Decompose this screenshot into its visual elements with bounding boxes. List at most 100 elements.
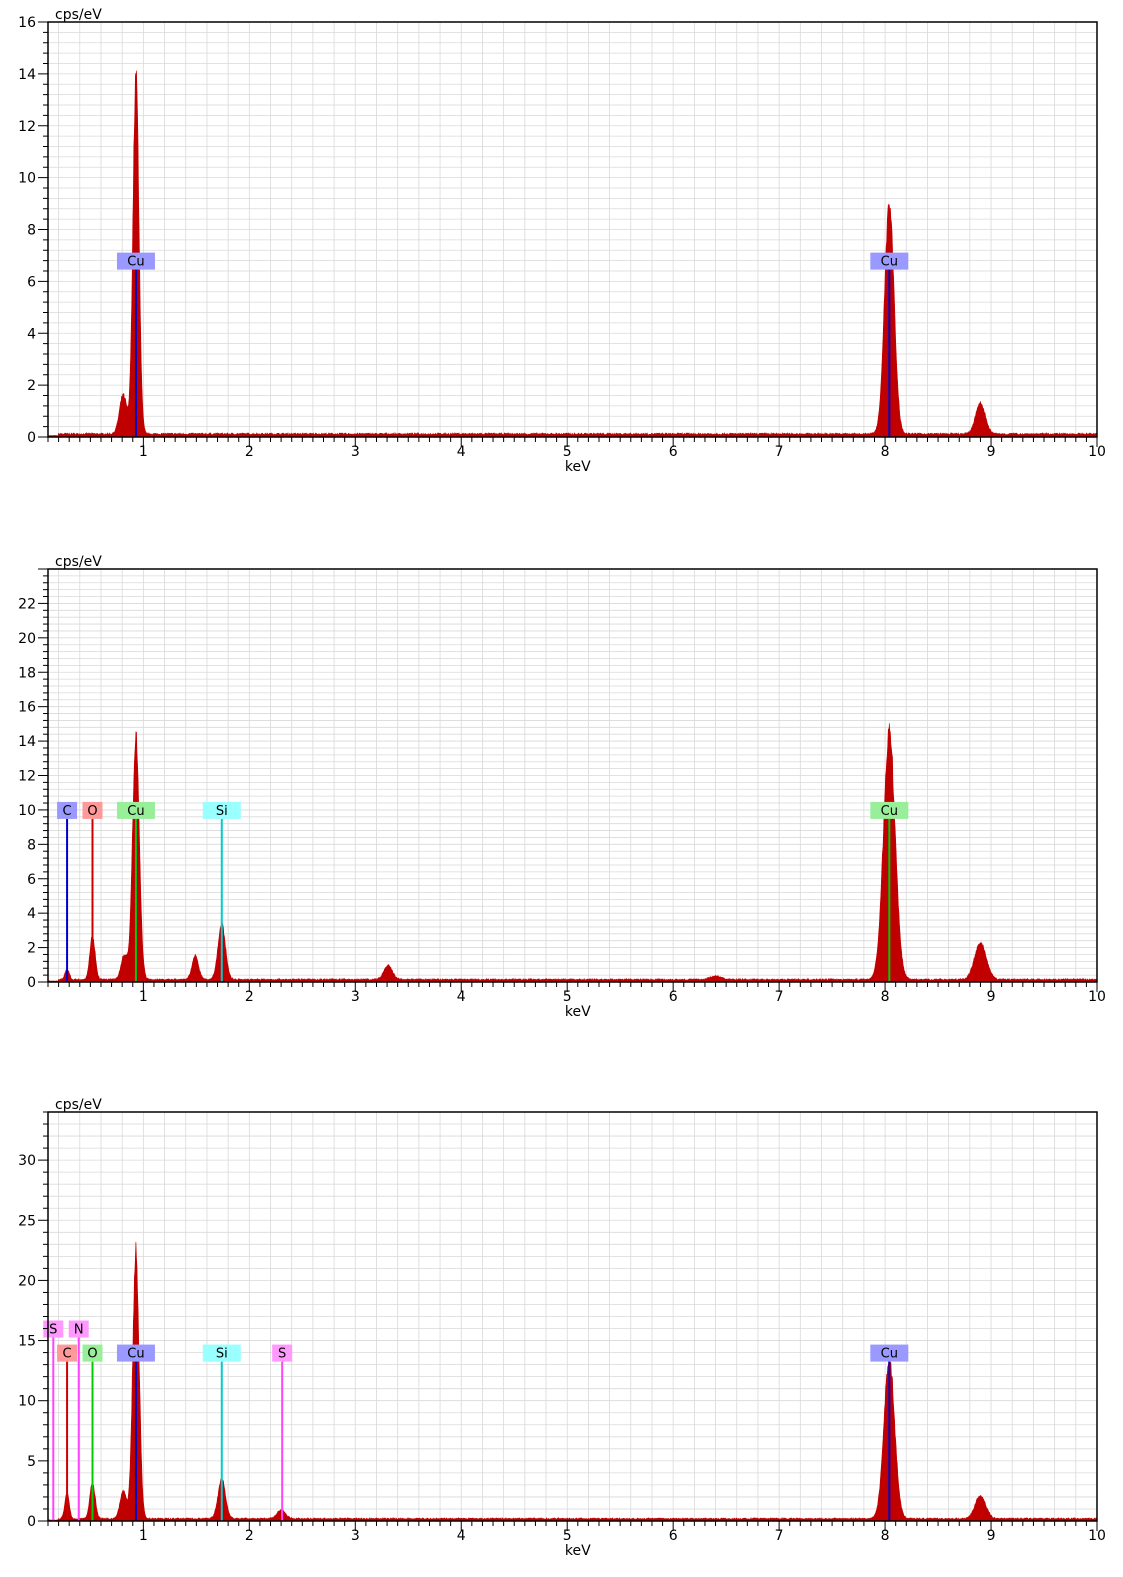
element-label: C bbox=[63, 804, 72, 819]
element-label: Si bbox=[216, 1347, 228, 1362]
y-tick-label: 6 bbox=[27, 872, 36, 888]
spectrum-area bbox=[47, 1241, 1098, 1522]
grid bbox=[48, 1112, 1097, 1521]
element-label: S bbox=[49, 1323, 57, 1338]
element-label: C bbox=[63, 1347, 72, 1362]
x-tick-label: 3 bbox=[351, 1528, 360, 1544]
x-tick-label: 6 bbox=[669, 989, 678, 1005]
x-tick-label: 10 bbox=[1088, 989, 1106, 1005]
x-axis-label: keV bbox=[565, 459, 591, 475]
element-label-bg bbox=[57, 801, 78, 819]
y-axis-label: cps/eV bbox=[55, 554, 102, 570]
x-tick-label: 2 bbox=[245, 444, 254, 460]
element-label-bg bbox=[272, 1344, 293, 1362]
x-tick-label: 5 bbox=[563, 989, 572, 1005]
x-tick-label: 4 bbox=[457, 444, 466, 460]
x-tick-label: 8 bbox=[881, 1528, 890, 1544]
element-label-bg bbox=[870, 1344, 909, 1362]
x-tick-label: 1 bbox=[139, 444, 148, 460]
x-tick-label: 6 bbox=[669, 1528, 678, 1544]
x-tick-label: 8 bbox=[881, 444, 890, 460]
element-label: N bbox=[74, 1323, 84, 1338]
x-tick-label: 8 bbox=[881, 989, 890, 1005]
y-tick-label: 10 bbox=[18, 1394, 36, 1410]
y-tick-label: 0 bbox=[27, 975, 36, 991]
y-tick-label: 8 bbox=[27, 223, 36, 239]
y-tick-label: 2 bbox=[27, 941, 36, 957]
y-tick-label: 8 bbox=[27, 837, 36, 853]
element-label-bg bbox=[870, 252, 909, 270]
element-label: O bbox=[87, 1347, 97, 1362]
element-label: S bbox=[278, 1347, 286, 1362]
element-label: Cu bbox=[127, 804, 144, 819]
element-label: Si bbox=[216, 804, 228, 819]
y-tick-label: 25 bbox=[18, 1213, 36, 1229]
x-tick-label: 2 bbox=[245, 1528, 254, 1544]
y-axis-label: cps/eV bbox=[55, 1097, 102, 1113]
x-tick-label: 2 bbox=[245, 989, 254, 1005]
element-label-bg bbox=[202, 1344, 241, 1362]
x-tick-label: 10 bbox=[1088, 444, 1106, 460]
element-label-bg bbox=[82, 801, 103, 819]
x-tick-label: 3 bbox=[351, 989, 360, 1005]
y-tick-label: 14 bbox=[18, 67, 36, 83]
x-tick-label: 7 bbox=[775, 1528, 784, 1544]
element-label: O bbox=[87, 804, 97, 819]
element-label-bg bbox=[202, 801, 241, 819]
y-tick-label: 14 bbox=[18, 734, 36, 750]
element-label: Cu bbox=[881, 255, 898, 270]
element-label: Cu bbox=[881, 1347, 898, 1362]
x-tick-label: 10 bbox=[1088, 1528, 1106, 1544]
x-tick-label: 6 bbox=[669, 444, 678, 460]
x-tick-label: 9 bbox=[987, 989, 996, 1005]
y-tick-label: 20 bbox=[18, 1273, 36, 1289]
y-tick-label: 12 bbox=[18, 769, 36, 785]
element-label-bg bbox=[116, 1344, 155, 1362]
y-tick-label: 0 bbox=[27, 1514, 36, 1530]
element-label-bg bbox=[82, 1344, 103, 1362]
grid bbox=[48, 22, 1097, 437]
element-label: Cu bbox=[881, 804, 898, 819]
y-tick-label: 4 bbox=[27, 906, 36, 922]
element-label-bg bbox=[116, 252, 155, 270]
x-tick-label: 5 bbox=[563, 1528, 572, 1544]
grid bbox=[48, 569, 1097, 982]
y-tick-label: 22 bbox=[18, 596, 36, 612]
y-tick-label: 5 bbox=[27, 1454, 36, 1470]
x-tick-label: 4 bbox=[457, 989, 466, 1005]
element-label-bg bbox=[870, 801, 909, 819]
y-tick-label: 12 bbox=[18, 119, 36, 135]
y-tick-label: 10 bbox=[18, 171, 36, 187]
x-tick-label: 9 bbox=[987, 1528, 996, 1544]
y-tick-label: 16 bbox=[18, 15, 36, 31]
element-label-bg bbox=[116, 801, 155, 819]
element-label-bg bbox=[68, 1320, 89, 1338]
x-tick-label: 9 bbox=[987, 444, 996, 460]
x-tick-label: 5 bbox=[563, 444, 572, 460]
x-axis-label: keV bbox=[565, 1004, 591, 1020]
y-tick-label: 6 bbox=[27, 274, 36, 290]
y-tick-label: 10 bbox=[18, 803, 36, 819]
element-label: Cu bbox=[127, 255, 144, 270]
x-tick-label: 7 bbox=[775, 444, 784, 460]
y-tick-label: 15 bbox=[18, 1334, 36, 1350]
x-tick-label: 1 bbox=[139, 1528, 148, 1544]
y-tick-label: 30 bbox=[18, 1153, 36, 1169]
x-axis-label: keV bbox=[565, 1543, 591, 1559]
y-tick-label: 2 bbox=[27, 378, 36, 394]
y-tick-label: 16 bbox=[18, 700, 36, 716]
spectrum-panel-3: S NC O Cu Si S Cu 0 5 10 15 20 25 30 1 2 3 4 5 6 7 8 9 10 keV cps… bbox=[18, 1097, 1106, 1559]
element-label: Cu bbox=[127, 1347, 144, 1362]
element-label-bg bbox=[57, 1344, 78, 1362]
x-tick-label: 1 bbox=[139, 989, 148, 1005]
x-tick-label: 3 bbox=[351, 444, 360, 460]
y-axis-label: cps/eV bbox=[55, 7, 102, 23]
x-tick-label: 7 bbox=[775, 989, 784, 1005]
y-tick-label: 0 bbox=[27, 430, 36, 446]
y-tick-label: 20 bbox=[18, 631, 36, 647]
y-tick-label: 18 bbox=[18, 665, 36, 681]
x-tick-label: 4 bbox=[457, 1528, 466, 1544]
